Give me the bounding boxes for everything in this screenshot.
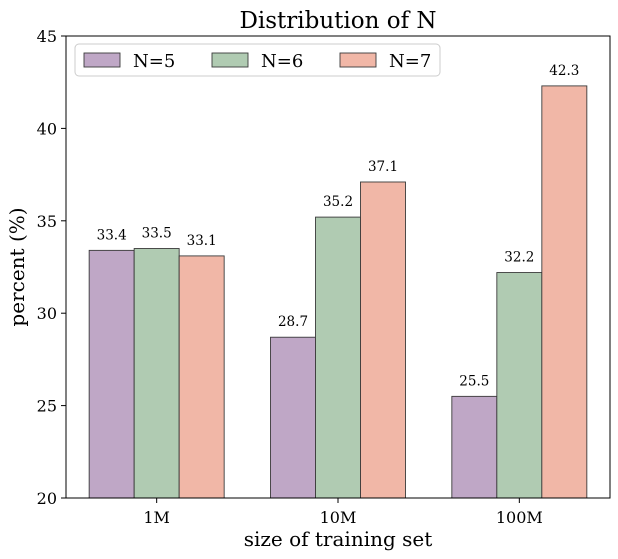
bar-N=5-1M	[88, 249, 135, 499]
data-label: 32.2	[504, 250, 534, 266]
y-tick-label: 35	[37, 212, 57, 231]
x-tick-label: 1M	[143, 508, 170, 527]
data-label: 33.5	[142, 226, 172, 242]
bars-group	[88, 85, 588, 499]
data-label: 35.2	[323, 194, 353, 210]
data-label: 25.5	[459, 373, 489, 389]
bar-N=7-10M	[360, 181, 406, 499]
x-tick-label: 100M	[496, 508, 543, 527]
data-label: 37.1	[368, 159, 398, 175]
legend: N=5 N=6 N=7	[74, 43, 441, 77]
y-axis-label: percent (%)	[5, 207, 29, 326]
legend-swatch	[339, 52, 377, 68]
bar-N=6-100M	[496, 272, 543, 499]
legend-label: N=5	[133, 51, 175, 72]
x-axis: 1M 10M 100M	[143, 498, 543, 527]
data-label: 33.1	[187, 233, 217, 249]
y-tick-label: 45	[37, 27, 57, 46]
bar-N=6-1M	[133, 248, 180, 499]
legend-swatch	[211, 52, 249, 68]
bar-N=7-100M	[541, 85, 588, 499]
y-axis: 20 25 30 35 40 45	[37, 27, 66, 508]
y-tick-label: 30	[37, 304, 57, 323]
legend-box	[74, 43, 441, 77]
legend-swatch	[83, 52, 121, 68]
data-label: 28.7	[278, 314, 308, 330]
x-axis-label: size of training set	[244, 527, 433, 551]
y-tick-label: 25	[37, 397, 57, 416]
chart-title: Distribution of N	[239, 8, 436, 34]
legend-label: N=7	[389, 51, 431, 72]
bar-N=7-1M	[178, 255, 225, 499]
data-label: 33.4	[97, 227, 127, 243]
data-labels-group: 33.4 33.5 33.1 28.7 35.2 37.1 25.5 32.2 42.3	[97, 63, 580, 389]
x-tick-label: 10M	[320, 508, 357, 527]
data-label: 42.3	[549, 63, 579, 79]
y-tick-label: 20	[37, 489, 57, 508]
bar-N=6-10M	[315, 216, 361, 499]
legend-label: N=6	[261, 51, 303, 72]
y-tick-label: 40	[37, 119, 57, 138]
bar-N=5-10M	[270, 336, 316, 499]
bar-N=5-100M	[451, 395, 498, 499]
